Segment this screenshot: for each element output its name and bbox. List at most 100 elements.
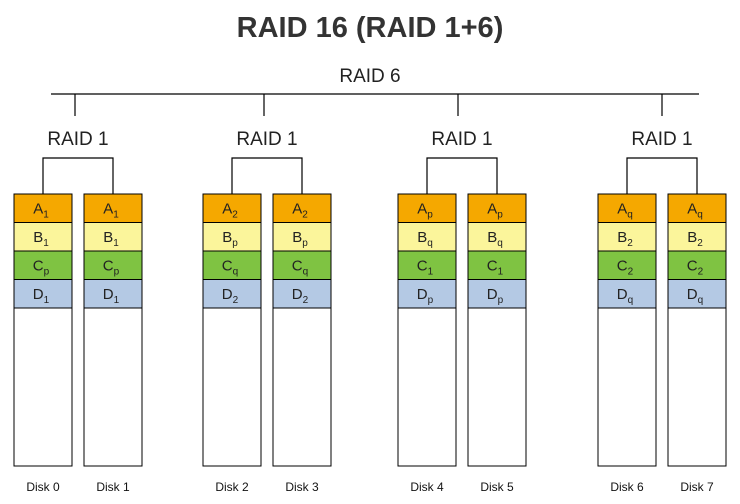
- block-label: Ap: [417, 200, 433, 220]
- data-block: [202, 250, 262, 280]
- block-label: Dq: [617, 286, 633, 306]
- disk: Ap Bq C1 Dp Disk 4: [397, 193, 457, 494]
- block-label: Cq: [222, 257, 238, 277]
- block-label: Bp: [292, 229, 308, 249]
- data-block: [202, 279, 262, 309]
- data-block: [13, 250, 73, 280]
- empty-space: [667, 307, 727, 467]
- empty-space: [272, 307, 332, 467]
- raid1-bracket: [42, 157, 114, 194]
- raid1-group: RAID 1 A2 Bp Cq D2 Disk 2 A2 Bp Cq D2 Disk 3: [202, 129, 332, 494]
- block-label: B2: [687, 229, 703, 249]
- block-label: Bq: [487, 229, 503, 249]
- disk-label: Disk 6: [610, 480, 644, 494]
- raid6-label: RAID 6: [339, 66, 400, 87]
- data-block: [467, 193, 527, 223]
- data-block: [667, 222, 727, 252]
- data-block: [467, 250, 527, 280]
- data-block: [667, 250, 727, 280]
- disk: A1 B1 Cp D1 Disk 0: [13, 193, 73, 494]
- data-block: [467, 279, 527, 309]
- block-label: D2: [292, 286, 309, 306]
- connector-lines: [51, 93, 699, 116]
- block-label: Bp: [222, 229, 238, 249]
- data-block: [83, 279, 143, 309]
- block-label: B2: [617, 229, 633, 249]
- empty-space: [597, 307, 657, 467]
- block-label: Dq: [687, 286, 703, 306]
- raid1-group: RAID 1 Ap Bq C1 Dp Disk 4 Ap Bq C1 Dp Disk 5: [397, 129, 527, 494]
- block-label: Aq: [687, 200, 703, 220]
- block-label: C1: [487, 257, 504, 277]
- data-block: [272, 222, 332, 252]
- empty-space: [467, 307, 527, 467]
- disk-label: Disk 5: [480, 480, 514, 494]
- disk-label: Disk 0: [26, 480, 60, 494]
- disk: Ap Bq C1 Dp Disk 5: [467, 193, 527, 494]
- block-label: A1: [33, 200, 49, 220]
- disk: A2 Bp Cq D2 Disk 2: [202, 193, 262, 494]
- data-block: [667, 279, 727, 309]
- data-block: [397, 279, 457, 309]
- block-label: Ap: [487, 200, 503, 220]
- block-label: A2: [292, 200, 308, 220]
- data-block: [597, 193, 657, 223]
- data-block: [272, 279, 332, 309]
- block-label: D1: [33, 286, 50, 306]
- empty-space: [13, 307, 73, 467]
- block-label: A1: [103, 200, 119, 220]
- data-block: [13, 193, 73, 223]
- disk-label: Disk 2: [215, 480, 249, 494]
- data-block: [272, 250, 332, 280]
- block-label: Aq: [617, 200, 633, 220]
- raid1-group: RAID 1 Aq B2 C2 Dq Disk 6 Aq B2 C2 Dq Disk 7: [597, 129, 727, 494]
- empty-space: [202, 307, 262, 467]
- block-label: B1: [103, 229, 119, 249]
- data-block: [13, 222, 73, 252]
- data-block: [272, 193, 332, 223]
- raid1-group: RAID 1 A1 B1 Cp D1 Disk 0 A1 B1 Cp D1 Disk 1: [13, 129, 143, 494]
- raid1-bracket: [626, 157, 698, 194]
- data-block: [202, 222, 262, 252]
- empty-space: [83, 307, 143, 467]
- block-label: Cp: [103, 257, 120, 277]
- data-block: [83, 193, 143, 223]
- block-label: D1: [103, 286, 120, 306]
- data-block: [667, 193, 727, 223]
- raid1-bracket: [426, 157, 498, 194]
- data-block: [467, 222, 527, 252]
- raid1-label: RAID 1: [236, 129, 297, 150]
- data-block: [83, 222, 143, 252]
- raid1-label: RAID 1: [631, 129, 692, 150]
- disk-label: Disk 7: [680, 480, 714, 494]
- data-block: [13, 279, 73, 309]
- block-label: Cq: [292, 257, 308, 277]
- block-label: B1: [33, 229, 49, 249]
- raid1-groups: RAID 1 A1 B1 Cp D1 Disk 0 A1 B1 Cp D1 Disk 1 RAID 1…: [13, 129, 727, 494]
- raid1-bracket: [231, 157, 303, 194]
- disk-label: Disk 3: [285, 480, 319, 494]
- block-label: Dp: [417, 286, 434, 306]
- disk: Aq B2 C2 Dq Disk 6: [597, 193, 657, 494]
- disk-label: Disk 1: [96, 480, 130, 494]
- block-label: Bq: [417, 229, 433, 249]
- data-block: [83, 250, 143, 280]
- disk: A2 Bp Cq D2 Disk 3: [272, 193, 332, 494]
- raid1-label: RAID 1: [431, 129, 492, 150]
- disk-label: Disk 4: [410, 480, 444, 494]
- block-label: C2: [617, 257, 634, 277]
- data-block: [597, 222, 657, 252]
- disk: Aq B2 C2 Dq Disk 7: [667, 193, 727, 494]
- block-label: Dp: [487, 286, 504, 306]
- block-label: C2: [687, 257, 704, 277]
- block-label: Cp: [33, 257, 50, 277]
- disk: A1 B1 Cp D1 Disk 1: [83, 193, 143, 494]
- data-block: [397, 222, 457, 252]
- block-label: D2: [222, 286, 239, 306]
- block-label: C1: [417, 257, 434, 277]
- block-label: A2: [222, 200, 238, 220]
- empty-space: [397, 307, 457, 467]
- diagram-title: RAID 16 (RAID 1+6): [236, 12, 504, 44]
